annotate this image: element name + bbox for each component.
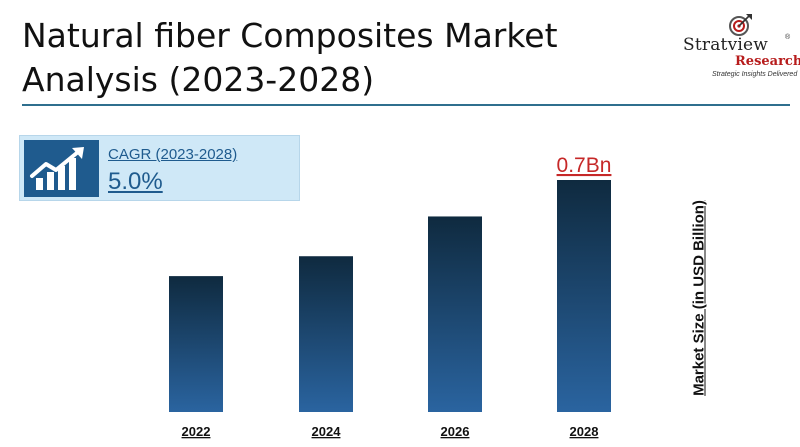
bar-2026	[428, 216, 482, 412]
cagr-value: 5.0%	[108, 168, 163, 195]
logo-target-icon	[729, 14, 752, 36]
title-line-1: Natural fiber Composites Market	[22, 16, 558, 55]
x-tick-label-2022: 2022	[182, 424, 211, 439]
bar-2024	[299, 256, 353, 412]
logo-name: Stratview	[683, 35, 769, 55]
x-tick-label-2028: 2028	[570, 424, 599, 439]
y-axis-title: Market Size (in USD Billion)	[690, 200, 708, 396]
cagr-label: CAGR (2023-2028)	[108, 146, 238, 163]
growth-chart-icon	[24, 140, 99, 197]
title-line-2: Analysis (2023-2028)	[22, 60, 375, 99]
header-divider	[22, 104, 790, 106]
data-label-2028: 0.7Bn	[557, 154, 612, 177]
x-tick-label-2026: 2026	[441, 424, 470, 439]
page-title: Natural fiber Composites Market Analysis…	[22, 14, 622, 102]
bar-2022	[169, 276, 223, 412]
x-tick-label-2024: 2024	[312, 424, 342, 439]
logo-tagline: Strategic Insights Delivered	[712, 71, 798, 78]
y-axis-title-wrap: Market Size (in USD Billion)	[684, 188, 714, 408]
cagr-panel: CAGR (2023-2028) 5.0%	[19, 135, 300, 201]
logo-registered-mark: ®	[785, 34, 791, 41]
stratview-logo: Stratview ® Research Strategic Insights …	[676, 8, 800, 78]
logo-subtitle: Research	[735, 54, 800, 69]
bar-2028	[557, 180, 611, 412]
